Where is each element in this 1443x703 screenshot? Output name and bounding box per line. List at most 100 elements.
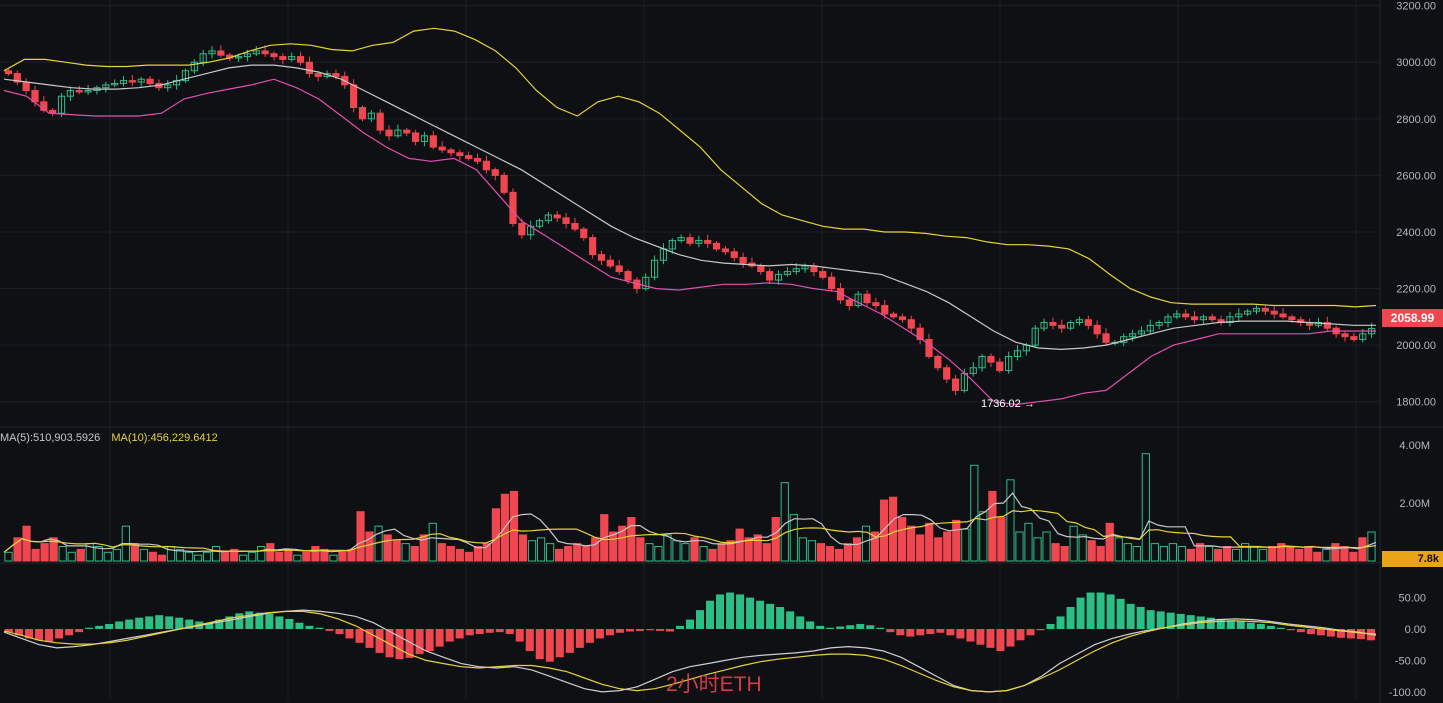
volume-bar (898, 517, 907, 562)
macd-histogram-bar (1026, 629, 1035, 636)
volume-bar (1015, 531, 1024, 562)
volume-bar (266, 543, 275, 562)
volume-bar (166, 546, 176, 562)
candle-body (996, 361, 1004, 372)
candle-body (4, 70, 13, 75)
volume-bar (1033, 537, 1042, 562)
macd-histogram-bar (1216, 618, 1225, 629)
candle-body (208, 50, 216, 55)
macd-histogram-bar (535, 629, 544, 660)
volume-bar (870, 531, 880, 562)
volume-bar (13, 537, 22, 562)
candle-body (589, 237, 597, 256)
macd-histogram-bar (836, 626, 845, 629)
macd-histogram-bar (996, 629, 1005, 651)
candle-body (456, 152, 464, 157)
volume-bar (239, 554, 248, 562)
candle-body (66, 90, 74, 97)
macd-histogram-bar (1306, 629, 1315, 635)
volume-bar (555, 548, 564, 562)
volume-bar (455, 548, 464, 562)
macd-histogram-bar (1066, 607, 1075, 629)
macd-histogram-bar (515, 629, 524, 642)
candle-body (500, 174, 508, 193)
candle-body (863, 293, 871, 304)
macd-histogram-bar (1036, 629, 1045, 631)
last-volume-tag: 7.8k (1382, 551, 1443, 567)
volume-bar (934, 537, 943, 562)
macd-histogram-bar (1096, 592, 1105, 629)
volume-bar (518, 534, 528, 562)
bollinger-mid-line (3, 64, 1376, 351)
candle-body (234, 56, 243, 59)
candle-body (881, 305, 889, 315)
macd-histogram-bar (916, 629, 925, 636)
candle-body (1279, 313, 1287, 318)
candle-body (889, 313, 898, 318)
macd-histogram-bar (675, 625, 684, 629)
candle-body (686, 237, 694, 244)
candle-body (562, 217, 570, 224)
price-tick-label: 2600.00 (1396, 170, 1436, 182)
macd-histogram-bar (1016, 629, 1025, 641)
macd-histogram-bar (1246, 622, 1255, 629)
volume-bar (1250, 546, 1259, 562)
volume-bar (672, 540, 681, 562)
macd-histogram-bar (1076, 597, 1085, 629)
volume-bar (618, 525, 627, 562)
candle-body (650, 259, 659, 278)
candle-body (252, 50, 260, 55)
candle-body (376, 112, 384, 131)
candle-body (1323, 322, 1331, 329)
volume-bar (365, 531, 374, 562)
candle-body (385, 129, 393, 137)
volume-bar (807, 540, 816, 562)
macd-histogram-bar (946, 629, 955, 636)
volume-bar (789, 514, 798, 562)
macd-histogram-bar (926, 629, 935, 635)
candle-body (164, 84, 172, 89)
macd-histogram-bar (896, 629, 905, 636)
macd-histogram-bar (696, 610, 705, 629)
volume-bar (1186, 548, 1196, 562)
volume-bar (1286, 546, 1295, 562)
candle-body (695, 239, 703, 244)
candle-body (606, 259, 614, 267)
volume-bar (952, 519, 961, 562)
macd-histogram-bar (1086, 592, 1095, 629)
candle-body (677, 237, 685, 241)
candle-body (1314, 322, 1323, 326)
macd-histogram-bar (135, 617, 144, 629)
volume-bar (67, 551, 76, 562)
volume-bar (545, 543, 555, 562)
macd-histogram-bar (455, 629, 464, 639)
volume-ma-legend: MA(5):510,903.5926 MA(10):456,229.6412 (0, 432, 226, 444)
volume-bar (1340, 546, 1349, 562)
candle-body (13, 73, 21, 83)
candle-body (75, 90, 83, 93)
volume-bar (112, 548, 121, 562)
macd-histogram-bar (846, 625, 855, 629)
candle-body (181, 70, 190, 82)
candle-body (544, 214, 552, 222)
candle-body (978, 355, 986, 369)
candle-body (615, 265, 623, 273)
macd-histogram-bar (605, 629, 614, 636)
macd-histogram-bar (215, 619, 224, 629)
candle-body (111, 82, 119, 86)
candle-body (491, 169, 499, 176)
volume-bar (1304, 546, 1313, 562)
candle-body (332, 73, 340, 77)
volume-bar (708, 548, 717, 562)
volume-bar (663, 534, 672, 562)
volume-bar (1231, 548, 1241, 562)
macd-histogram-bar (1176, 613, 1185, 629)
price-tick-label: 2800.00 (1396, 114, 1436, 126)
macd-histogram-bar (275, 616, 284, 629)
macd-histogram-bar (245, 611, 254, 629)
volume-bar (311, 546, 320, 562)
candle-body (84, 90, 92, 93)
candle-body (1031, 327, 1039, 346)
macd-histogram-bar (265, 613, 274, 629)
